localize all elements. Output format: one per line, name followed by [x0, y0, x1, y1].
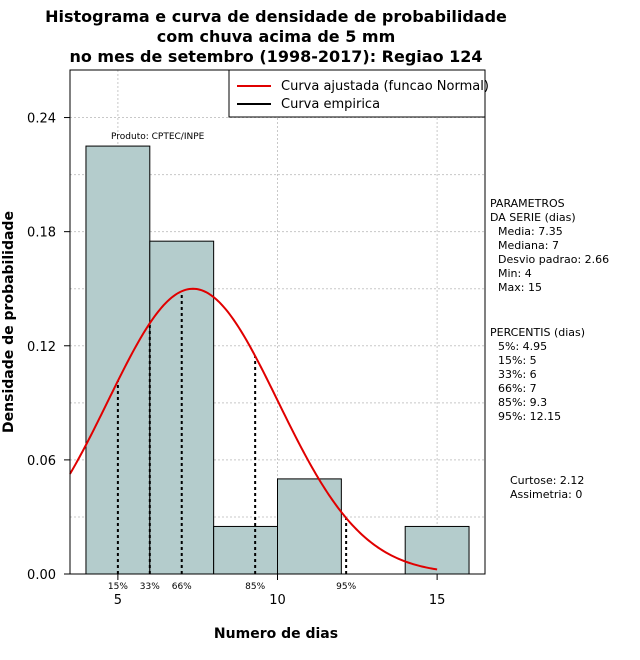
histogram-bar — [404, 525, 470, 575]
chart-title-line-1: Histograma e curva de densidade de proba… — [45, 7, 507, 26]
histogram-bar — [213, 525, 278, 575]
params-title-1: PARAMETROS — [490, 197, 565, 210]
legend-empirical-label: Curva empirica — [281, 97, 380, 112]
legend-box — [228, 69, 486, 118]
x-tick-label: 15 — [429, 593, 446, 608]
x-tick-label: 5 — [114, 593, 122, 608]
params-title-2: DA SERIE (dias) — [490, 211, 576, 224]
percentile-33: 33%: 6 — [498, 368, 537, 381]
percentile-lines: 15% 33% 66% 85% 95% — [108, 291, 357, 592]
percentile-label: 33% — [140, 582, 160, 592]
y-tick-label: 0.18 — [27, 226, 56, 241]
percentile-5: 5%: 4.95 — [498, 340, 547, 353]
y-tick-label: 0.00 — [27, 568, 56, 583]
percentis-title: PERCENTIS (dias) — [490, 326, 585, 339]
percentile-85: 85%: 9.3 — [498, 396, 547, 409]
stat-desvio: Desvio padrao: 2.66 — [498, 253, 609, 266]
stats-panel: PARAMETROS DA SERIE (dias) Media: 7.35 M… — [490, 197, 609, 501]
y-tick-label: 0.24 — [27, 112, 56, 127]
axes: 5 10 15 0.00 0.06 0.12 0.18 0.24 — [27, 112, 445, 608]
y-tick-label: 0.06 — [27, 454, 56, 469]
chart-title-line-2: com chuva acima de 5 mm — [157, 27, 396, 46]
stat-min: Min: 4 — [498, 267, 532, 280]
percentile-95: 95%: 12.15 — [498, 410, 561, 423]
stat-assimetria: Assimetria: 0 — [510, 488, 582, 501]
histogram-bar — [85, 145, 151, 575]
percentile-label: 66% — [172, 582, 192, 592]
chart-title-line-3: no mes de setembro (1998-2017): Regiao 1… — [69, 47, 482, 66]
product-annotation: Produto: CPTEC/INPE — [111, 132, 205, 142]
percentile-label: 15% — [108, 582, 128, 592]
stat-media: Media: 7.35 — [498, 225, 563, 238]
histogram-bar — [277, 478, 342, 575]
normal-curve-layer — [69, 287, 438, 571]
y-axis-title: Densidade de probabilidade — [1, 211, 17, 433]
percentile-15: 15%: 5 — [498, 354, 537, 367]
percentile-label: 95% — [336, 582, 356, 592]
histogram-bars — [85, 145, 470, 575]
normal-curve — [69, 287, 438, 571]
x-tick-label: 10 — [269, 593, 286, 608]
percentile-66: 66%: 7 — [498, 382, 537, 395]
y-tick-label: 0.12 — [27, 340, 56, 355]
percentile-label: 85% — [245, 582, 265, 592]
stat-curtose: Curtose: 2.12 — [510, 474, 584, 487]
x-axis-title: Numero de dias — [214, 626, 338, 642]
stat-mediana: Mediana: 7 — [498, 239, 559, 252]
legend-normal-label: Curva ajustada (funcao Normal) — [281, 79, 489, 94]
stat-max: Max: 15 — [498, 281, 542, 294]
legend: Curva ajustada (funcao Normal) Curva emp… — [228, 69, 489, 118]
